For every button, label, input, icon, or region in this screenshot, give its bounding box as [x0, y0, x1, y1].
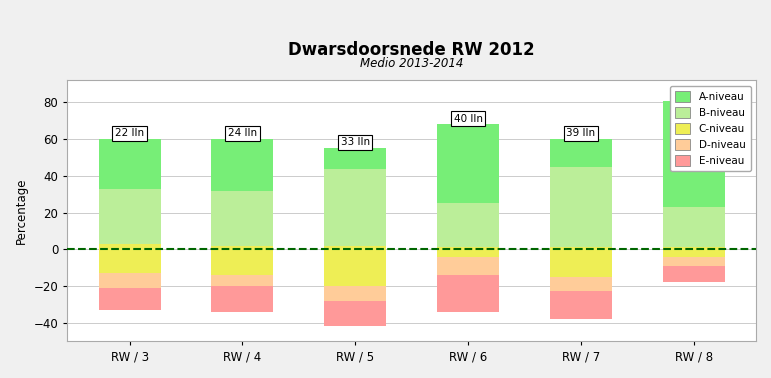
- Bar: [550, 248, 612, 249]
- Bar: [550, 291, 612, 319]
- Bar: [211, 275, 274, 286]
- Bar: [211, 191, 274, 246]
- Bar: [437, 248, 499, 249]
- Text: Medio 2013-2014: Medio 2013-2014: [360, 57, 463, 70]
- Bar: [211, 139, 274, 191]
- Bar: [211, 249, 274, 275]
- Bar: [437, 124, 499, 203]
- Bar: [325, 169, 386, 246]
- Text: 22 lln: 22 lln: [115, 128, 144, 138]
- Bar: [211, 286, 274, 311]
- Bar: [550, 167, 612, 248]
- Bar: [662, 257, 725, 266]
- Bar: [550, 139, 612, 167]
- Bar: [437, 275, 499, 311]
- Bar: [550, 277, 612, 291]
- Bar: [437, 203, 499, 248]
- Bar: [662, 249, 725, 257]
- Bar: [99, 139, 160, 189]
- Bar: [325, 148, 386, 169]
- Bar: [437, 257, 499, 275]
- Text: 39 lln: 39 lln: [567, 128, 595, 138]
- Bar: [99, 249, 160, 273]
- Bar: [325, 286, 386, 301]
- Text: 40 lln: 40 lln: [453, 113, 483, 124]
- Bar: [99, 189, 160, 244]
- Bar: [662, 248, 725, 249]
- Text: 33 lln: 33 lln: [341, 138, 370, 147]
- Bar: [99, 288, 160, 310]
- Y-axis label: Percentage: Percentage: [15, 177, 28, 244]
- Bar: [662, 101, 725, 207]
- Bar: [99, 244, 160, 249]
- Bar: [211, 246, 274, 249]
- Bar: [99, 273, 160, 288]
- Bar: [550, 249, 612, 277]
- Text: 24 lln: 24 lln: [228, 128, 257, 138]
- Bar: [325, 301, 386, 326]
- Bar: [662, 207, 725, 248]
- Bar: [325, 246, 386, 249]
- Bar: [662, 266, 725, 282]
- Title: Dwarsdoorsnede RW 2012: Dwarsdoorsnede RW 2012: [288, 42, 535, 59]
- Legend: A-niveau, B-niveau, C-niveau, D-niveau, E-niveau: A-niveau, B-niveau, C-niveau, D-niveau, …: [669, 86, 751, 171]
- Bar: [325, 249, 386, 286]
- Text: 44 lln: 44 lln: [679, 90, 709, 100]
- Bar: [437, 249, 499, 257]
